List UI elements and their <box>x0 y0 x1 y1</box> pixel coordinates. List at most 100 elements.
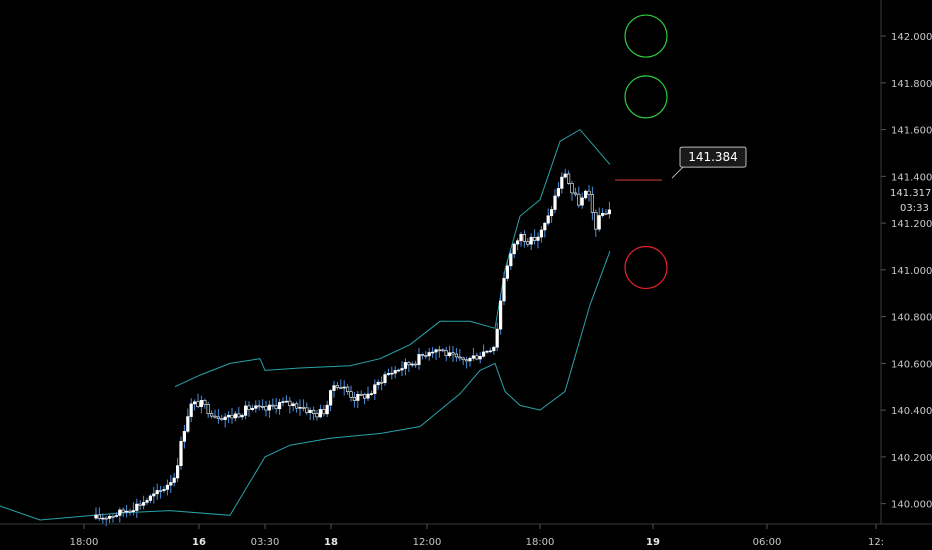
time-tick-label: 06:00 <box>753 537 782 548</box>
candle-body-up <box>428 352 431 355</box>
price-tick-label: 141.400 <box>891 172 932 183</box>
candle-body-up <box>268 405 271 410</box>
candle-body-up <box>149 496 152 500</box>
candle-body-down <box>527 242 530 245</box>
candle-body-up <box>584 191 587 198</box>
candle-body-down <box>462 358 465 360</box>
candle-body-down <box>452 353 455 354</box>
candle-body-up <box>561 177 564 188</box>
candle-body-up <box>166 485 169 489</box>
candle-body-up <box>482 352 485 356</box>
candle-body-up <box>394 370 397 373</box>
candle-body-down <box>258 406 261 407</box>
candle-body-up <box>299 407 302 408</box>
candle-body-up <box>183 431 186 441</box>
candle-body-up <box>251 408 254 409</box>
candle-body-up <box>510 254 513 266</box>
candle-body-up <box>163 489 166 490</box>
candle-body-up <box>537 237 540 240</box>
candle-body-up <box>108 516 111 518</box>
candle-body-up <box>95 515 98 518</box>
candle-body-down <box>272 405 275 406</box>
time-tick-label: 12: <box>868 537 884 548</box>
candle-body-up <box>506 266 509 279</box>
candle-body-down <box>217 417 220 419</box>
candlestick-series <box>95 169 611 526</box>
candle-body-up <box>391 373 394 374</box>
candle-body-down <box>98 515 101 519</box>
candle-body-down <box>595 212 598 229</box>
candle-body-up <box>540 230 543 237</box>
candle-body-down <box>312 410 315 413</box>
time-tick-label: 12:00 <box>413 537 442 548</box>
candle-body-down <box>414 364 417 365</box>
candle-body-down <box>210 414 213 417</box>
candle-body-up <box>343 387 346 388</box>
candle-body-up <box>190 404 193 417</box>
candle-body-up <box>581 198 584 205</box>
candle-body-down <box>574 193 577 194</box>
candle-body-down <box>112 516 115 517</box>
candle-body-up <box>136 504 139 510</box>
price-axis[interactable]: 142.000 141.800 141.600 141.400 141.200 141.0… <box>881 32 932 511</box>
candle-body-down <box>442 350 445 351</box>
candle-body-down <box>588 191 591 194</box>
price-tick-label: 142.000 <box>891 32 932 43</box>
target-circle-red <box>625 247 667 289</box>
candle-body-down <box>571 183 574 193</box>
candle-body-up <box>564 174 567 177</box>
candle-body-up <box>282 402 285 403</box>
candle-body-up <box>550 210 553 216</box>
candle-body-down <box>465 360 468 361</box>
candle-body-up <box>516 241 519 244</box>
time-tick-label: 03:30 <box>251 537 280 548</box>
candle-body-up <box>418 354 421 364</box>
candle-body-down <box>316 414 319 417</box>
time-axis[interactable]: 18:00 16 03:30 18 12:00 18:00 19 06:00 12: <box>70 524 884 548</box>
price-tick-label: 141.200 <box>891 219 932 230</box>
candle-body-up <box>319 409 322 416</box>
candle-body-down <box>207 404 210 413</box>
candle-body-down <box>306 408 309 413</box>
candle-body-up <box>530 237 533 244</box>
candle-body-down <box>578 194 581 205</box>
candle-body-down <box>567 174 570 183</box>
candle-body-up <box>411 364 414 365</box>
candle-body-up <box>241 415 244 417</box>
candle-body-up <box>193 402 196 404</box>
candle-body-down <box>238 414 241 417</box>
candle-body-up <box>598 216 601 230</box>
candle-body-down <box>214 416 217 417</box>
candle-body-up <box>180 441 183 465</box>
candle-body-up <box>469 358 472 361</box>
price-tick-label: 140.800 <box>891 313 932 324</box>
candle-body-down <box>340 387 343 388</box>
candle-body-up <box>374 385 377 394</box>
candle-body-down <box>289 401 292 406</box>
candle-body-up <box>401 369 404 371</box>
candle-body-down <box>204 400 207 404</box>
candle-body-up <box>244 406 247 415</box>
candle-body-up <box>176 466 179 478</box>
candle-body-down <box>323 409 326 413</box>
candle-body-up <box>499 301 502 329</box>
candle-body-down <box>221 418 224 419</box>
callout-pointer <box>672 166 684 178</box>
candle-body-up <box>255 406 258 409</box>
countdown-label: 03:33 <box>900 203 929 214</box>
candle-body-up <box>200 400 203 406</box>
candle-body-down <box>476 356 479 359</box>
candle-body-up <box>170 482 173 485</box>
candle-body-up <box>326 405 329 414</box>
candle-body-up <box>601 213 604 215</box>
candle-body-up <box>115 515 118 516</box>
candle-body-down <box>445 351 448 356</box>
candle-body-up <box>278 402 281 408</box>
target-circles <box>625 15 667 288</box>
candle-body-down <box>105 518 108 519</box>
candle-body-down <box>438 350 441 351</box>
candle-body-up <box>357 394 360 400</box>
time-tick-label: 19 <box>646 537 660 548</box>
candle-body-up <box>472 356 475 359</box>
